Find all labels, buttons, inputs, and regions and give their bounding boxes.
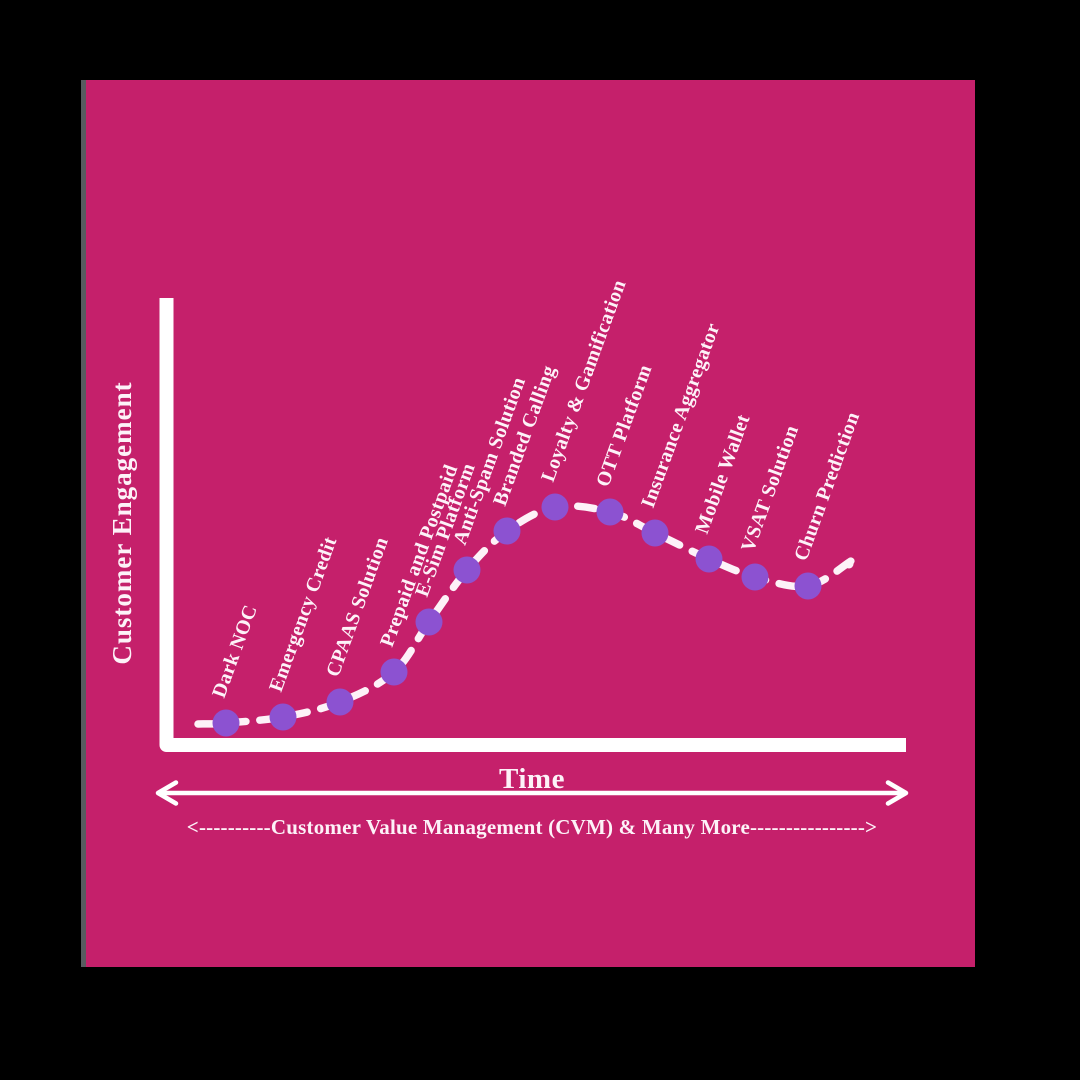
data-point-dot [493,517,521,545]
data-point-dot [269,703,297,731]
data-point-dot [695,545,723,573]
cvm-dashed-arrow-text: <----------Customer Value Management (CV… [187,815,877,839]
data-point-dot [741,563,769,591]
point-label: Mobile Wallet [691,411,755,536]
data-point-dot [212,709,240,737]
time-span-arrow [155,780,909,806]
chart-canvas [81,80,975,967]
x-axis-label: Time [499,763,565,795]
point-label: VSAT Solution [737,422,803,554]
data-point-dot [541,493,569,521]
arrowhead-right-icon [885,780,909,806]
xy-axis [159,298,906,752]
arrowhead-left-icon [155,780,179,806]
point-label: OTT Platform [592,362,657,490]
data-point-dot [453,556,481,584]
y-axis-label: Customer Engagement [107,381,137,664]
data-point-dot [596,498,624,526]
data-point-dot [641,519,669,547]
data-point-dot [326,688,354,716]
data-point-dot [380,658,408,686]
data-point-dot [794,572,822,600]
point-label: Dark NOC [208,602,262,701]
data-points-layer [212,493,822,737]
data-point-dot [415,608,443,636]
curve-end-dash-dot [844,559,854,569]
